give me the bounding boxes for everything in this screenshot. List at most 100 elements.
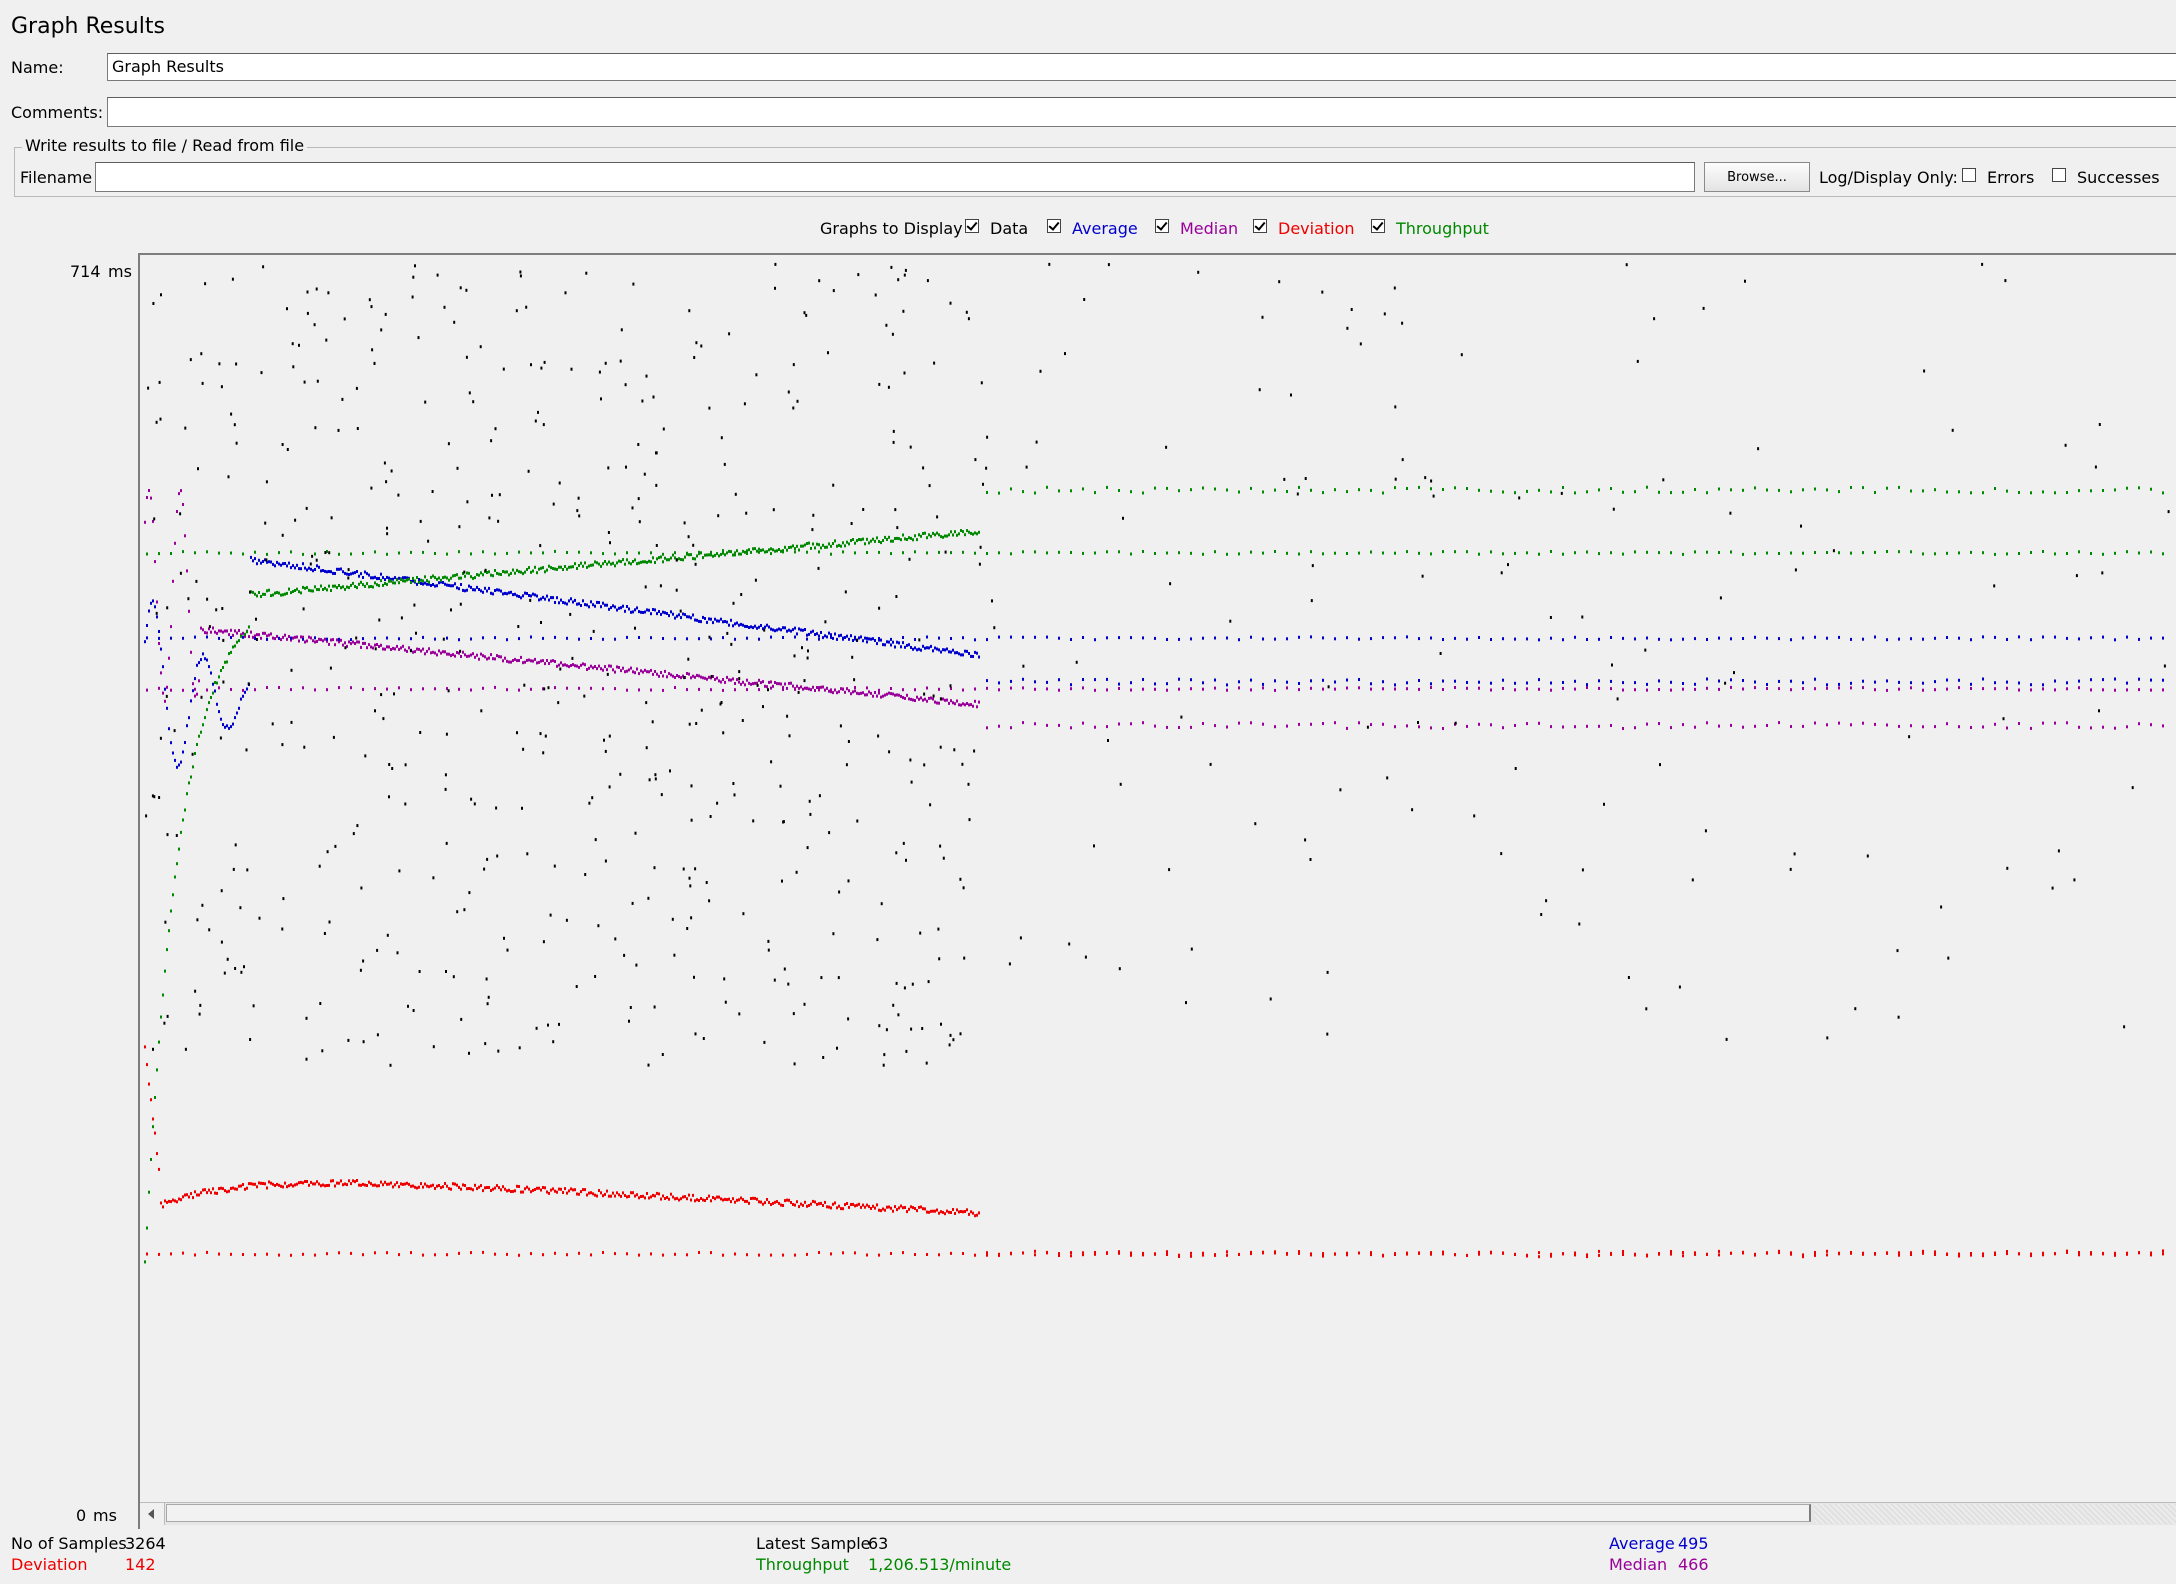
median-point bbox=[1070, 726, 1072, 730]
median-point bbox=[1190, 725, 1192, 729]
average-point bbox=[1058, 678, 1060, 682]
median-point bbox=[1706, 721, 1708, 725]
throughput-point bbox=[1874, 550, 1876, 554]
median-point bbox=[2114, 726, 2116, 730]
filename-input[interactable] bbox=[95, 162, 1695, 192]
median-point bbox=[182, 503, 184, 506]
throughput-point bbox=[528, 566, 530, 570]
scrollbar-track[interactable] bbox=[1814, 1504, 2176, 1524]
deviation-point bbox=[544, 1186, 546, 1190]
deviation-point bbox=[722, 1198, 724, 1202]
median-checkbox[interactable] bbox=[1155, 219, 1169, 233]
deviation-point bbox=[1970, 1252, 1972, 1255]
median-point bbox=[1538, 687, 1540, 691]
deviation-point bbox=[340, 1179, 342, 1183]
deviation-point bbox=[758, 1253, 760, 1257]
data-point bbox=[928, 484, 931, 488]
deviation-point bbox=[398, 1253, 400, 1257]
throughput-point bbox=[1250, 550, 1252, 554]
median-point bbox=[1058, 688, 1060, 692]
data-point bbox=[1304, 838, 1307, 842]
data-point bbox=[598, 370, 601, 374]
average-point bbox=[614, 637, 616, 641]
median-point bbox=[676, 674, 678, 677]
deviation-point bbox=[868, 1205, 870, 1209]
data-point bbox=[542, 940, 545, 944]
average-point bbox=[294, 566, 296, 570]
deviation-point bbox=[210, 1191, 212, 1195]
throughput-point bbox=[374, 581, 376, 585]
data-point bbox=[334, 844, 337, 848]
average-point bbox=[1430, 682, 1432, 686]
throughput-point bbox=[524, 570, 526, 574]
deviation-point bbox=[416, 1186, 418, 1190]
throughput-checkbox[interactable] bbox=[1371, 219, 1385, 233]
throughput-point bbox=[898, 537, 900, 541]
throughput-point bbox=[554, 567, 556, 571]
median-point bbox=[290, 638, 292, 642]
throughput-point bbox=[362, 583, 364, 587]
throughput-point bbox=[522, 572, 524, 576]
browse-button[interactable]: Browse... bbox=[1704, 162, 1810, 192]
scroll-left-arrow-icon[interactable] bbox=[140, 1503, 165, 1525]
data-checkbox[interactable] bbox=[965, 219, 979, 233]
horizontal-scrollbar[interactable] bbox=[140, 1502, 2176, 1525]
deviation-point bbox=[892, 1209, 894, 1213]
name-field[interactable]: Graph Results bbox=[107, 53, 2176, 81]
average-point bbox=[1526, 681, 1528, 685]
data-point bbox=[591, 796, 594, 800]
data-point bbox=[851, 655, 854, 659]
data-point bbox=[1025, 465, 1028, 469]
average-point bbox=[196, 663, 198, 667]
throughput-point bbox=[212, 691, 214, 695]
median-point bbox=[296, 635, 298, 639]
deviation-point bbox=[1142, 1251, 1144, 1255]
average-point bbox=[488, 586, 490, 590]
data-point bbox=[1169, 582, 1172, 586]
median-point bbox=[1094, 688, 1096, 692]
errors-checkbox[interactable] bbox=[1962, 168, 1976, 182]
successes-checkbox[interactable] bbox=[2052, 168, 2066, 182]
deviation-point bbox=[1010, 1252, 1012, 1256]
data-point bbox=[247, 682, 250, 686]
average-point bbox=[314, 636, 316, 640]
average-checkbox[interactable] bbox=[1047, 219, 1061, 233]
deviation-point bbox=[676, 1196, 678, 1200]
data-point bbox=[316, 379, 319, 383]
deviation-point bbox=[1826, 1249, 1828, 1253]
throughput-point bbox=[2150, 487, 2152, 491]
average-point bbox=[1838, 682, 1840, 686]
data-point bbox=[419, 731, 422, 734]
data-point bbox=[526, 852, 529, 856]
deviation-point bbox=[462, 1183, 464, 1187]
scrollbar-thumb[interactable] bbox=[166, 1504, 1811, 1522]
data-point bbox=[878, 606, 881, 610]
deviation-point bbox=[654, 1194, 656, 1198]
deviation-checkbox[interactable] bbox=[1253, 219, 1267, 233]
data-point bbox=[221, 607, 224, 610]
throughput-point bbox=[336, 586, 338, 590]
data-point bbox=[362, 1040, 365, 1044]
data-point bbox=[688, 876, 691, 880]
throughput-point bbox=[1502, 490, 1504, 494]
deviation-point bbox=[842, 1207, 844, 1211]
throughput-point bbox=[550, 566, 552, 570]
average-point bbox=[372, 576, 374, 580]
average-point bbox=[182, 636, 184, 640]
throughput-point bbox=[292, 590, 294, 593]
average-point bbox=[448, 583, 450, 587]
average-point bbox=[616, 608, 618, 612]
average-point bbox=[1682, 682, 1684, 685]
average-point bbox=[680, 616, 682, 620]
deviation-point bbox=[902, 1206, 904, 1210]
throughput-point bbox=[354, 585, 356, 588]
median-point bbox=[1442, 727, 1444, 730]
median-point bbox=[778, 682, 780, 686]
throughput-point bbox=[424, 575, 426, 579]
deviation-point bbox=[1190, 1251, 1192, 1255]
comments-field[interactable] bbox=[107, 97, 2176, 127]
median-point bbox=[810, 688, 812, 692]
throughput-point bbox=[454, 573, 456, 577]
data-point bbox=[944, 550, 947, 554]
deviation-point bbox=[650, 1252, 652, 1256]
